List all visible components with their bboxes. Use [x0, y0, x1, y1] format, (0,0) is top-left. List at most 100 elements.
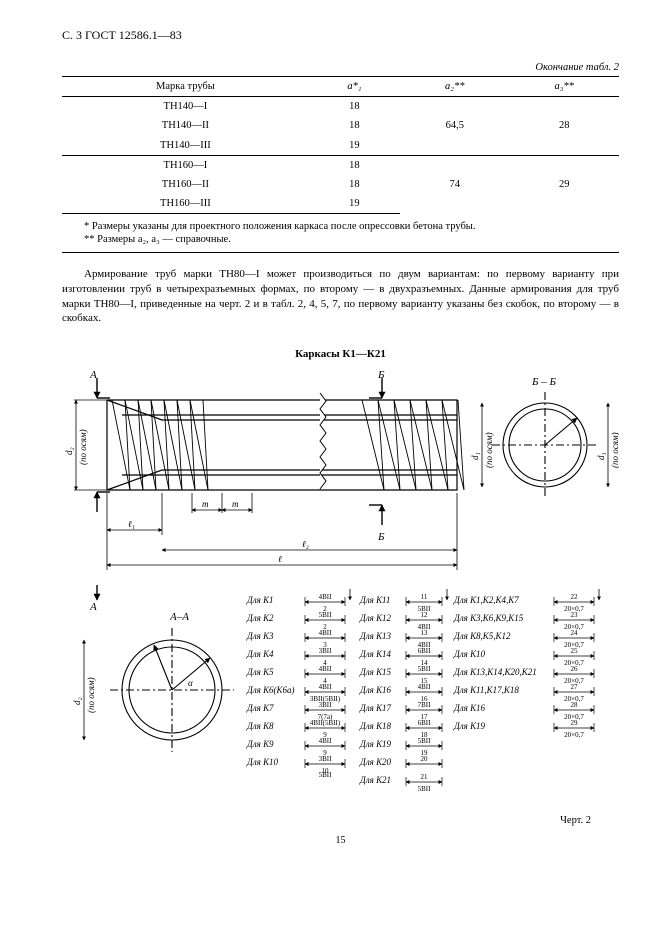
dim-m2: m: [232, 499, 239, 509]
cell: 18: [309, 155, 400, 175]
svg-text:Для К19: Для К19: [453, 721, 486, 731]
svg-text:4ВII: 4ВII: [418, 683, 432, 691]
svg-text:23: 23: [571, 611, 579, 619]
section-mark-a: А: [89, 370, 97, 381]
svg-text:25: 25: [571, 647, 579, 655]
cell: 18: [309, 97, 400, 117]
svg-text:5ВII: 5ВII: [418, 785, 432, 793]
anno-column-2: Для К11115ВIIДля К12124ВIIДля К13134ВIIД…: [359, 589, 447, 793]
footnotes: * Размеры указаны для проектного положен…: [62, 220, 619, 253]
section-mark-b: Б: [377, 370, 385, 381]
svg-text:Для К15: Для К15: [359, 667, 392, 677]
svg-text:3ВII: 3ВII: [319, 647, 333, 655]
svg-text:Для К20: Для К20: [359, 757, 392, 767]
svg-text:Для К21: Для К21: [359, 775, 391, 785]
svg-text:Для К13,К14,К20,К21: Для К13,К14,К20,К21: [453, 667, 537, 677]
svg-text:5ВII: 5ВII: [418, 737, 432, 745]
cell: ТН160—II: [62, 175, 309, 194]
svg-text:5ВII: 5ВII: [319, 771, 333, 779]
svg-text:6ВII: 6ВII: [418, 647, 432, 655]
svg-text:4ВII: 4ВII: [319, 737, 333, 745]
svg-text:12: 12: [421, 611, 429, 619]
dim-l: ℓ: [278, 554, 282, 564]
svg-text:Для К11: Для К11: [359, 595, 390, 605]
svg-text:Для К3: Для К3: [246, 631, 274, 641]
svg-text:5ВII: 5ВII: [418, 665, 432, 673]
dim-l1: ℓ₁: [128, 519, 135, 529]
svg-text:11: 11: [421, 593, 428, 601]
col-a2: a₂**: [400, 77, 509, 97]
footnote-2: ** Размеры a₂, a₃ — справочные.: [84, 233, 619, 246]
col-mark: Марка трубы: [62, 77, 309, 97]
svg-text:Для К8,К5,К12: Для К8,К5,К12: [453, 631, 511, 641]
data-table: Марка трубы a*₁ a₂** a₃** ТН140—I 18 64,…: [62, 76, 619, 214]
cell: 19: [309, 194, 400, 214]
svg-text:29: 29: [571, 719, 579, 727]
cell: 19: [309, 136, 400, 156]
svg-text:Для К7: Для К7: [246, 703, 274, 713]
svg-text:3ВII: 3ВII: [319, 701, 333, 709]
dim-ax-left: (по осям): [484, 432, 494, 468]
section-mark-a2: А: [89, 601, 97, 613]
page-number: 15: [62, 835, 619, 848]
dim-aa-d2: d₂: [72, 697, 82, 705]
section-bb-label: Б – Б: [531, 376, 556, 388]
svg-text:Для К11,К17,К18: Для К11,К17,К18: [453, 685, 519, 695]
svg-text:22: 22: [571, 593, 579, 601]
svg-text:Для К2: Для К2: [246, 613, 274, 623]
svg-text:4ВII: 4ВII: [319, 629, 333, 637]
svg-text:Для К9: Для К9: [246, 739, 274, 749]
figure-caption: Черт. 2: [62, 814, 619, 827]
svg-text:3ВII: 3ВII: [319, 755, 333, 763]
dim-d2: d₂: [64, 447, 74, 455]
svg-text:7ВII: 7ВII: [418, 701, 432, 709]
section-mark-b2: Б: [377, 531, 385, 543]
svg-text:Для К5: Для К5: [246, 667, 274, 677]
svg-text:27: 27: [571, 683, 579, 691]
table-end-label: Окончание табл. 2: [62, 61, 619, 74]
svg-text:Для К19: Для К19: [359, 739, 392, 749]
svg-text:Для К4: Для К4: [246, 649, 274, 659]
svg-text:Для К10: Для К10: [246, 757, 279, 767]
cell: 74: [400, 155, 509, 213]
table-row: ТН160—I 18 74 29: [62, 155, 619, 175]
svg-text:4ВII(5ВII): 4ВII(5ВII): [310, 719, 341, 727]
cell: ТН160—I: [62, 155, 309, 175]
cell: ТН140—II: [62, 116, 309, 135]
cell: ТН140—I: [62, 97, 309, 117]
svg-text:20×0,7: 20×0,7: [564, 731, 584, 739]
svg-text:Для К18: Для К18: [359, 721, 392, 731]
svg-text:Для К1: Для К1: [246, 595, 274, 605]
cell: 18: [309, 175, 400, 194]
svg-text:26: 26: [571, 665, 579, 673]
svg-text:4ВII: 4ВII: [319, 593, 333, 601]
dim-d2-axis: (по осям): [78, 429, 88, 465]
svg-text:Для К8: Для К8: [246, 721, 274, 731]
svg-text:21: 21: [421, 773, 429, 781]
col-a1: a*₁: [309, 77, 400, 97]
svg-text:Для К17: Для К17: [359, 703, 392, 713]
svg-text:Для К16: Для К16: [453, 703, 486, 713]
svg-text:5ВII: 5ВII: [319, 611, 333, 619]
svg-text:6ВII: 6ВII: [418, 719, 432, 727]
anno-column-1: Для К14ВII2Для К25ВII2Для К34ВII3Для К43…: [246, 589, 350, 779]
svg-text:24: 24: [571, 629, 579, 637]
cell: ТН140—III: [62, 136, 309, 156]
figure-title: Каркасы К1—К21: [62, 348, 619, 362]
dim-aa-ax: (по осям): [86, 677, 96, 713]
svg-text:Для К16: Для К16: [359, 685, 392, 695]
cell: 18: [309, 116, 400, 135]
svg-text:Для К10: Для К10: [453, 649, 486, 659]
angle-alpha: α: [188, 678, 193, 688]
cell: 64,5: [400, 97, 509, 155]
cell: 28: [509, 97, 619, 155]
svg-text:Для К12: Для К12: [359, 613, 392, 623]
svg-text:28: 28: [571, 701, 579, 709]
footnote-1: * Размеры указаны для проектного положен…: [84, 220, 619, 233]
svg-text:Для К14: Для К14: [359, 649, 392, 659]
dim-d1-right: d₁: [596, 452, 606, 460]
table-row: ТН140—I 18 64,5 28: [62, 97, 619, 117]
section-aa-label: А–А: [169, 611, 189, 623]
dim-ax-right: (по осям): [610, 432, 619, 468]
dim-m1: m: [202, 499, 209, 509]
